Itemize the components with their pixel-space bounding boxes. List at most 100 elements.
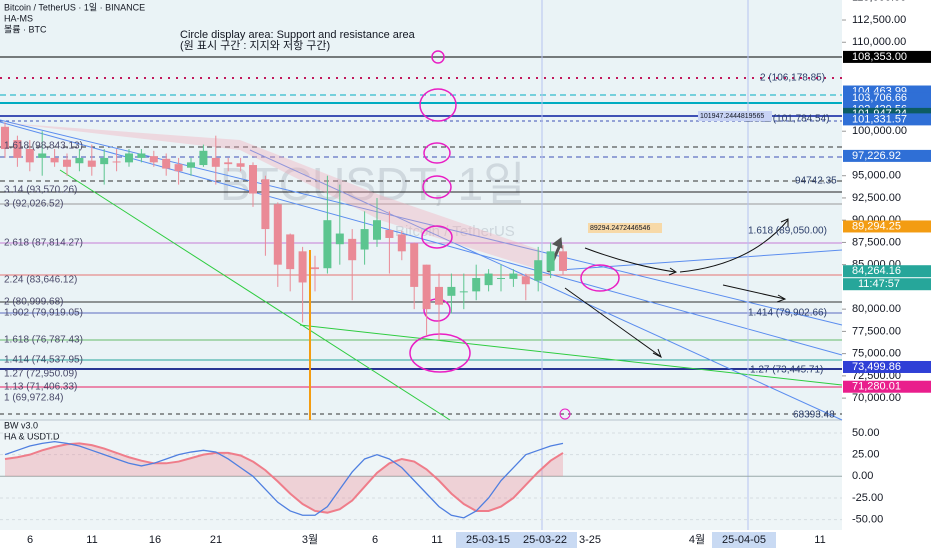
candle-body (348, 238, 357, 261)
fib-label: 1.618 (98,843.13) (4, 141, 83, 152)
time-label: 16 (149, 534, 161, 546)
tag: 101947.2444819565 (700, 113, 764, 120)
price-marker-label: 103,706.66 (852, 92, 907, 104)
arrow (722, 284, 786, 300)
symbol-title: Bitcoin / TetherUS · 1일 · BINANCE (4, 2, 145, 12)
candle-body (273, 204, 282, 265)
price-tick-label: 87,500.00 (852, 236, 901, 248)
candle-body (447, 286, 456, 296)
candle-body (162, 158, 171, 169)
price-marker (843, 360, 931, 373)
candle-body (149, 156, 158, 163)
candle-body (249, 165, 257, 194)
candle-body (174, 164, 183, 172)
fib-label: 1 (69,972.84) (4, 393, 64, 404)
time-label: 11 (431, 534, 442, 546)
fib-label: 2.24 (83,646.12) (4, 275, 77, 286)
price-tick-label: 112,500.00 (852, 14, 906, 26)
price-marker (843, 149, 931, 162)
price-tick-label: 77,500.00 (852, 325, 901, 337)
candle-body (25, 149, 34, 163)
trend-line (249, 149, 843, 421)
time-label: 3월 (302, 533, 318, 546)
fib-label: 1.618 (76,787.43) (4, 335, 83, 346)
zone-circle (421, 225, 453, 249)
arrow-head (652, 348, 662, 359)
fib-label: 2 (80,999.68) (4, 297, 64, 308)
price-marker (843, 380, 931, 393)
candle-body (224, 162, 233, 165)
note-line: (원 표시 구간 : 지지와 저항 구간) (180, 39, 330, 52)
fib-label: 94742.35 (795, 176, 837, 187)
time-label: 6 (372, 534, 378, 546)
zone-circle (409, 333, 471, 373)
price-pane (0, 0, 842, 420)
arrow (564, 287, 661, 357)
price-tick-label: 115,000.00 (852, 0, 906, 4)
trend-line (59, 169, 451, 421)
fib-label: 1.902 (101,784.54) (745, 114, 830, 125)
watermark-name: Bitcoin / TetherUS (395, 223, 515, 240)
price-tick-label: 75,000.00 (852, 348, 901, 360)
countdown-box (843, 278, 931, 291)
price-tick-label: 92,500.00 (852, 192, 901, 204)
price-marker (843, 113, 931, 126)
osc-tick-label: 0.00 (852, 470, 873, 482)
osc-tick-label: -25.00 (852, 492, 883, 504)
candle-body (435, 286, 443, 305)
candle-body (546, 251, 555, 271)
arrow-head (780, 218, 789, 227)
fib-label: 3 (92,026.52) (4, 199, 64, 210)
candle-body (509, 273, 518, 279)
osc-tick-label: -50.00 (852, 514, 883, 526)
candle-body (199, 150, 208, 166)
time-label: 25-03-15 (466, 534, 510, 546)
arrow-head (552, 237, 563, 249)
candle-body (385, 229, 394, 238)
candle-body (112, 161, 121, 163)
time-label: 25-03-22 (523, 534, 567, 546)
candle-body (559, 251, 567, 271)
fib-label: 3.14 (93,570.26) (4, 185, 77, 196)
trend-line (0, 121, 843, 356)
arrow-head (776, 294, 787, 303)
zone-circle (580, 264, 620, 292)
oscillator-pane (0, 420, 842, 530)
price-marker (843, 50, 931, 63)
candle-body (410, 243, 419, 287)
note-line: Circle display area: Support and resista… (180, 29, 416, 41)
price-marker-label: 71,280.01 (852, 381, 901, 393)
arrow (584, 247, 676, 273)
price-marker-label: 84,264.16 (852, 265, 901, 277)
zone-circle (422, 175, 452, 199)
candle-body (38, 153, 47, 158)
time-scale (0, 530, 842, 550)
volume-name: 볼륨 · BTC (4, 24, 47, 34)
price-tick-label: 80,000.00 (852, 303, 901, 315)
fib-label: 1.27 (73,445.71) (750, 365, 823, 376)
candle-body (75, 157, 84, 164)
osc-line (4, 440, 564, 519)
candle-body (360, 229, 369, 250)
candle-body (211, 157, 220, 167)
price-marker (843, 265, 931, 278)
trend-line (559, 249, 843, 271)
time-label: 21 (210, 534, 222, 546)
arrow (679, 219, 789, 273)
candle-body (100, 157, 109, 165)
price-marker (843, 220, 931, 233)
time-label: 25-04-05 (722, 534, 766, 546)
drawings (0, 0, 843, 530)
time-label: 4월 (689, 533, 705, 546)
candle-body (472, 278, 481, 292)
candle-body (335, 233, 344, 245)
candle-body (63, 159, 71, 167)
candle-body (373, 220, 381, 240)
fib-label: 1.902 (79,919.05) (4, 308, 83, 319)
candle-body (497, 278, 505, 280)
price-tick-label: 70,000.00 (852, 392, 901, 404)
candle-body (187, 162, 195, 168)
candle-body (50, 157, 59, 163)
candle-body (261, 179, 270, 230)
